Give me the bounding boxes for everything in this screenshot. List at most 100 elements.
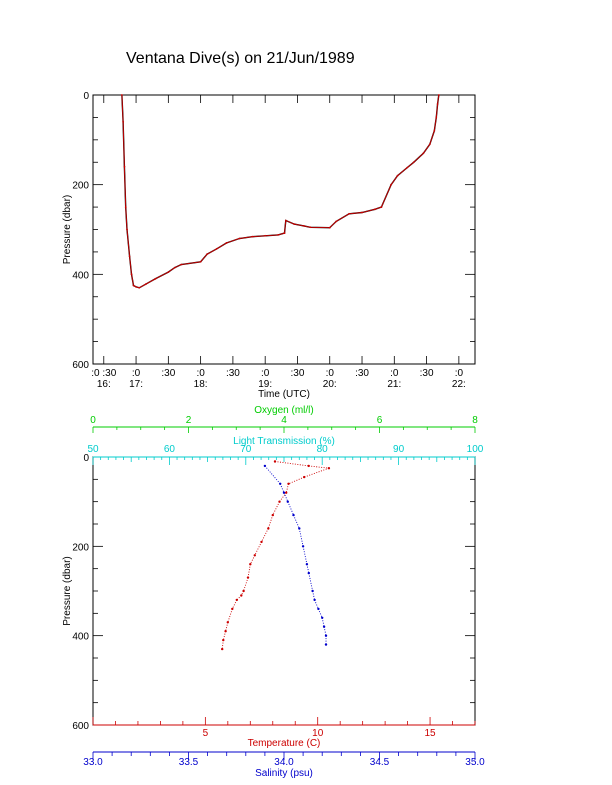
y-tick-label-bottom: 400 [72,632,89,643]
x-tick-label-top: :0 [455,368,464,379]
pressure-point [348,212,351,215]
light-tick-label: 90 [393,444,405,455]
pressure-point [251,235,254,238]
x-tick-label-hour: 16: [97,379,111,390]
pressure-point [335,220,338,223]
pressure-point [435,116,438,119]
temperature-segment [274,461,309,467]
pressure-point [433,129,436,132]
oxygen-tick-label: 6 [377,415,383,426]
pressure-point [396,174,399,177]
temperature-segment [272,501,280,516]
oxygen-axis-label: Oxygen (ml/l) [254,405,313,416]
pressure-point [199,260,202,263]
x-tick-label-top: :30 [355,368,369,379]
temperature-segment [285,483,289,493]
plot-frame-top [92,94,476,365]
y-tick-label-bottom: 600 [72,721,89,732]
y-tick-label-top: 600 [72,360,89,371]
temperature-point [273,460,277,463]
salinity-segment [312,590,316,601]
salinity-point [263,464,267,468]
temperature-segment [243,577,249,592]
x-tick-label-hour: 20: [323,379,337,390]
temperature-axis-label: Temperature (C) [248,738,321,749]
x-tick-label-hour: 21: [387,379,401,390]
x-tick-label-top: :30 [226,368,240,379]
x-tick-label-hour: 17: [129,379,143,390]
salinity-segment [279,483,285,493]
pressure-point [167,271,170,273]
temperature-segment [308,465,329,469]
temperature-segment [231,599,238,610]
pressure-point [144,283,147,286]
salinity-segment [264,465,281,485]
x-tick-label-hour: 19: [258,379,272,390]
temperature-tick-label: 15 [424,728,436,739]
x-tick-label-top: :0 :30 [91,368,116,379]
x-tick-label-hour: 18: [194,379,208,390]
temperature-segment [254,541,262,556]
temperature-segment [279,492,287,502]
salinity-segment [306,564,310,574]
pressure-trace-shadow [121,94,440,289]
temperature-segment [304,467,330,478]
oxygen-tick-label: 0 [90,415,96,426]
plot-frame-bottom [92,456,476,726]
pressure-point [283,232,286,234]
temperature-point [249,563,252,566]
salinity-tick-label: 33.5 [179,757,199,768]
oxygen-tick-label: 4 [281,415,287,426]
x-tick-label-top: :0 [196,368,205,379]
pressure-point [374,208,376,211]
temperature-segment [240,590,244,596]
pressure-point [128,255,131,258]
y-tick-label-top: 200 [72,181,89,192]
pressure-point [154,277,157,280]
pressure-point [130,273,133,276]
temperature-segment [267,514,274,529]
pressure-point [309,226,312,229]
temperature-segment [247,564,251,578]
temperature-tick-label: 10 [312,728,324,739]
temperature-segment [227,608,233,623]
light-tick-label: 60 [164,444,176,455]
pressure-point [132,284,135,287]
pressure-point [436,103,439,105]
pressure-point [328,226,331,229]
salinity-tick-label: 35.0 [465,757,485,768]
pressure-point [124,206,127,208]
pressure-point [380,206,383,208]
pressure-point [173,266,176,269]
pressure-point [422,152,425,155]
oxygen-tick-label: 2 [186,415,192,426]
temperature-segment [261,528,269,543]
x-tick-label-top: :30 [161,368,175,379]
pressure-point [264,234,267,237]
pressure-point [215,247,218,250]
x-tick-label-top: :30 [420,368,434,379]
salinity-segment [302,546,308,565]
temperature-segment [221,640,224,650]
x-tick-label-hour: 22: [452,379,466,390]
temperature-tick-label: 5 [203,728,209,739]
pressure-point [123,165,126,168]
temperature-point [307,464,310,468]
temperature-segment [236,595,242,601]
pressure-point [135,285,137,288]
salinity-segment [321,617,325,627]
salinity-segment [287,501,294,516]
light-axis-label: Light Transmission (%) [233,436,335,447]
pressure-point [238,237,241,240]
pressure-point [293,223,296,226]
pressure-point [277,233,279,236]
pressure-trace [121,94,440,289]
x-tick-label-top: :0 [261,368,270,379]
light-tick-label: 80 [317,444,329,455]
x-axis-label-top: Time (UTC) [258,389,310,400]
salinity-segment [298,528,304,547]
oxygen-tick-label: 8 [472,415,478,426]
x-tick-label-top: :0 [326,368,335,379]
temperature-point [221,647,224,651]
